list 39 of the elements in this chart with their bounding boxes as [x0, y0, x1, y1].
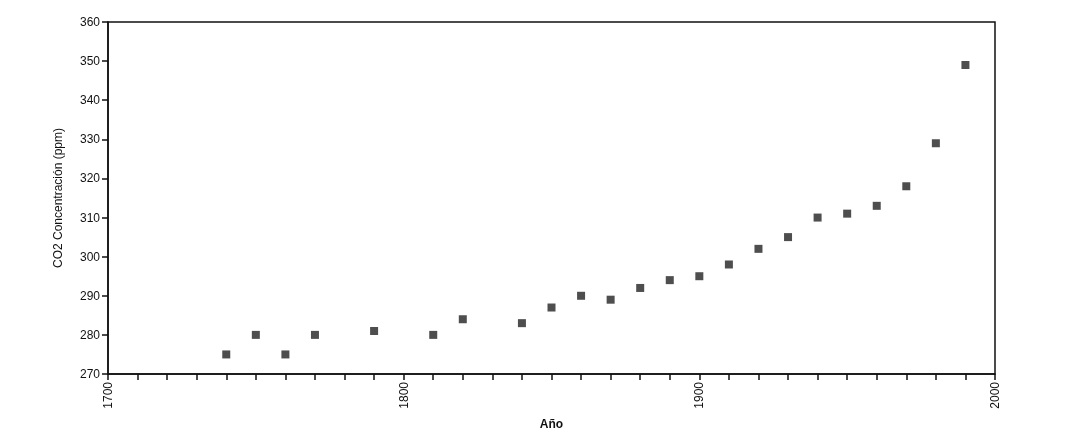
point [931, 139, 940, 148]
y-tick-label: 340 [79, 93, 101, 108]
y-tick-label: 330 [79, 132, 101, 147]
point [724, 260, 733, 269]
point [636, 283, 645, 292]
point [902, 182, 911, 191]
y-tick-label: 320 [79, 171, 101, 186]
y-tick-label: 350 [79, 54, 101, 69]
point [754, 244, 763, 253]
point [310, 330, 319, 339]
y-axis-title: CO2 Concentración (ppm) [51, 127, 65, 269]
x-tick-label: 1700 [101, 381, 115, 409]
point [606, 295, 615, 304]
y-tick-label: 280 [79, 327, 101, 342]
point [813, 213, 822, 222]
point [843, 209, 852, 218]
y-tick-label: 360 [79, 15, 101, 29]
point [961, 61, 970, 70]
x-axis-title: Año [539, 417, 564, 431]
point [872, 201, 881, 210]
point [517, 319, 526, 328]
point [251, 330, 260, 339]
point [370, 326, 379, 335]
point [695, 272, 704, 281]
y-tick-label: 290 [79, 288, 101, 303]
y-tick-label: 300 [79, 249, 101, 264]
y-tick-label: 270 [79, 367, 101, 381]
point [665, 276, 674, 285]
x-tick-label: 1800 [396, 381, 411, 409]
point [281, 350, 290, 359]
point [429, 330, 438, 339]
point [547, 303, 556, 312]
x-tick-label: 1900 [692, 381, 707, 409]
x-tick-label: 2000 [988, 381, 1002, 409]
point [458, 315, 467, 324]
point [577, 291, 586, 300]
point [784, 233, 793, 242]
y-tick-label: 310 [79, 210, 101, 225]
point [222, 350, 231, 359]
